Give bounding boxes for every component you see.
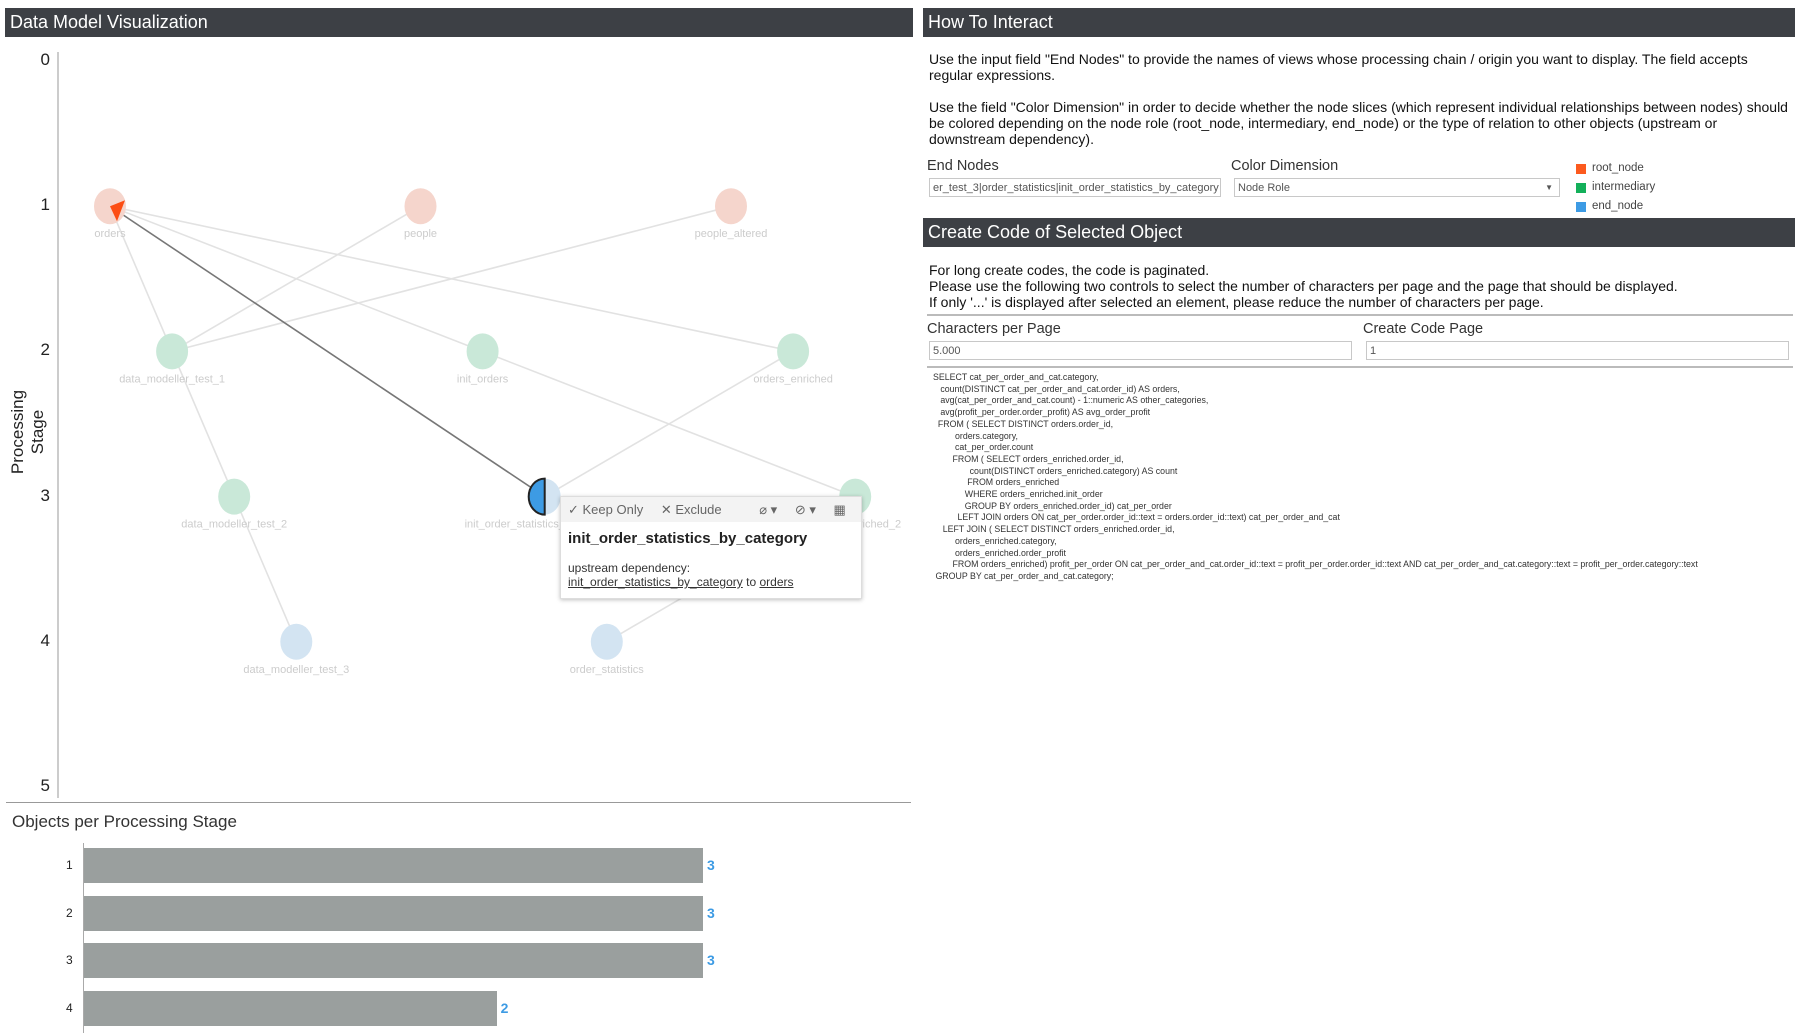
bar[interactable]	[84, 943, 703, 978]
tooltip-from-link[interactable]: init_order_statistics_by_category	[568, 575, 743, 589]
bar-label: 2	[66, 905, 73, 920]
edge[interactable]	[233, 496, 298, 643]
node-label: data_modeller_test_2	[181, 519, 287, 531]
node-label: data_modeller_test_1	[119, 373, 225, 385]
chars-per-page-input[interactable]: 5.000	[929, 341, 1352, 360]
y-tick: 0	[40, 50, 50, 69]
node-label: init_orders	[457, 373, 509, 385]
node-orders_enriched[interactable]	[777, 333, 810, 370]
tooltip-toolbar: ✓ Keep Only ✕ Exclude ⌀ ▾ ⊘ ▾ ▦	[561, 497, 861, 522]
node-data_modeller_test_1[interactable]	[156, 333, 189, 370]
bar[interactable]	[84, 895, 703, 931]
bar-value: 3	[707, 857, 715, 873]
legend-item: intermediary	[1592, 181, 1656, 193]
node-people[interactable]	[404, 188, 437, 225]
bar[interactable]	[84, 848, 703, 883]
end-nodes-input[interactable]: er_test_3|order_statistics|init_order_st…	[929, 178, 1221, 197]
chevron-down-icon: ▼	[1545, 183, 1553, 192]
selected-slice[interactable]	[527, 477, 546, 516]
bar-label: 3	[66, 953, 73, 967]
node-label: people	[404, 228, 437, 240]
tooltip: ✓ Keep Only ✕ Exclude ⌀ ▾ ⊘ ▾ ▦ init_ord…	[560, 496, 862, 599]
node-data_modeller_test_2[interactable]	[218, 478, 251, 515]
tooltip-title: init_order_statistics_by_category	[568, 530, 808, 547]
how-to-title: How To Interact	[923, 8, 1795, 37]
end-nodes-label: End Nodes	[927, 158, 999, 174]
how-to-p1: Use the input field "End Nodes" to provi…	[929, 51, 1748, 83]
edge[interactable]	[109, 205, 173, 352]
bar-label: 4	[66, 1000, 73, 1015]
color-dimension-label: Color Dimension	[1231, 158, 1339, 174]
keep-only-button[interactable]: ✓ Keep Only	[568, 502, 644, 517]
node-label: data_modeller_test_3	[243, 664, 349, 676]
chars-per-page-label: Characters per Page	[927, 321, 1061, 337]
y-tick: 5	[40, 776, 50, 795]
data-model-graph[interactable]: orders people people_altered data_modeller_…	[0, 40, 915, 800]
create-code-title: Create Code of Selected Object	[923, 218, 1795, 247]
node-label: people_altered	[695, 228, 768, 240]
bar-value: 2	[500, 999, 509, 1016]
color-dimension-value: Node Role	[1238, 182, 1290, 194]
y-tick: 4	[40, 630, 50, 650]
tooltip-to-word: to	[746, 575, 757, 589]
y-tick: 2	[40, 340, 50, 360]
bar-axis	[83, 843, 84, 1033]
node-init_orders[interactable]	[466, 333, 499, 370]
create-code-l2: Please use the following two controls to…	[929, 278, 1678, 294]
group-members-icon[interactable]: ⌀ ▾	[759, 502, 778, 517]
edge[interactable]	[109, 205, 794, 353]
y-tick: 3	[40, 485, 50, 505]
tooltip-to-link[interactable]: orders	[759, 575, 794, 589]
selected-slice[interactable]	[110, 200, 125, 222]
create-code-page-label: Create Code Page	[1363, 321, 1484, 337]
node-label: order_statistics	[570, 664, 644, 676]
create-code-text: SELECT cat_per_order_and_cat.category, c…	[933, 372, 1698, 581]
tooltip-relation: upstream dependency:	[568, 561, 691, 575]
create-code-l3: If only '...' is displayed after selecte…	[929, 294, 1544, 310]
create-code-page-input[interactable]: 1	[1366, 341, 1789, 360]
legend-item: end_node	[1592, 200, 1644, 212]
bar-value: 3	[707, 904, 715, 921]
node-label: orders	[94, 228, 126, 240]
y-tick: 1	[40, 195, 50, 215]
bar[interactable]	[84, 990, 497, 1026]
edge[interactable]	[171, 351, 235, 497]
legend-swatch	[1576, 202, 1586, 212]
set-icon[interactable]: ⊘ ▾	[794, 502, 816, 517]
exclude-button[interactable]: ✕ Exclude	[660, 502, 722, 517]
edge[interactable]	[109, 205, 546, 498]
legend-swatch	[1576, 164, 1586, 174]
legend-swatch	[1576, 183, 1586, 193]
edge[interactable]	[544, 350, 794, 498]
edge[interactable]	[109, 205, 483, 353]
create-code-l1: For long create codes, the code is pagin…	[929, 262, 1210, 278]
left-panel-title: Data Model Visualization	[5, 8, 913, 37]
node-people_altered[interactable]	[715, 188, 747, 225]
node-order_statistics[interactable]	[590, 623, 623, 660]
bar-value: 3	[707, 952, 715, 968]
node-data_modeller_test_3[interactable]	[280, 623, 313, 660]
how-to-p2: Use the field "Color Dimension" in order…	[929, 99, 1788, 147]
bar-chart-title: Objects per Processing Stage	[12, 812, 237, 831]
legend-item: root_node	[1592, 162, 1644, 174]
bar-label: 1	[66, 858, 73, 872]
node-label: orders_enriched	[753, 373, 833, 385]
color-dimension-select[interactable]: Node Role ▼	[1234, 178, 1560, 197]
view-data-icon[interactable]: ▦	[833, 502, 846, 517]
